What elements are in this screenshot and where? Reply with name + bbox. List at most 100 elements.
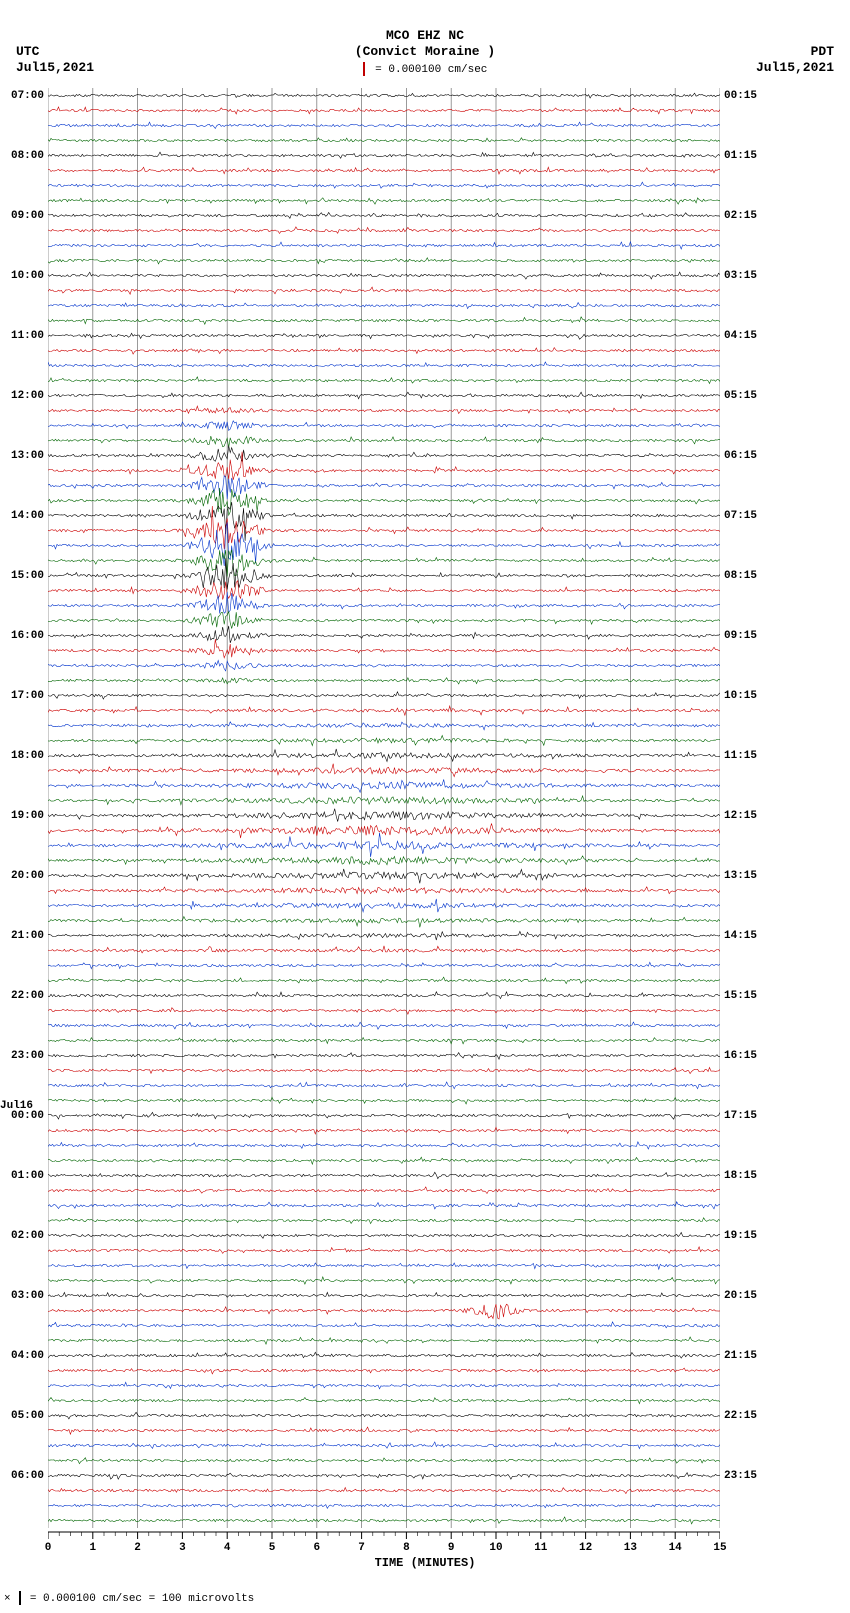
- pdt-hour-label: 15:15: [724, 990, 784, 1002]
- seismic-trace: [48, 639, 720, 658]
- scale-text: = 0.000100 cm/sec: [369, 64, 488, 76]
- utc-label: UTC: [16, 44, 94, 60]
- pdt-hour-label: 09:15: [724, 630, 784, 642]
- seismic-trace: [48, 227, 720, 234]
- utc-hour-label: 15:00: [0, 570, 44, 582]
- seismic-trace: [48, 1322, 720, 1328]
- seismic-trace: [48, 887, 720, 894]
- utc-hour-label: 11:00: [0, 330, 44, 342]
- seismic-trace: [48, 333, 720, 339]
- seismic-trace: [48, 303, 720, 309]
- seismic-trace: [48, 93, 720, 98]
- seismic-trace: [48, 678, 720, 684]
- seismic-trace: [48, 1247, 720, 1254]
- seismic-trace: [48, 1142, 720, 1149]
- x-tick-label: 5: [269, 1542, 276, 1554]
- seismic-trace: [48, 992, 720, 999]
- pdt-hour-label: 10:15: [724, 690, 784, 702]
- seismic-trace: [48, 977, 720, 983]
- x-tick-label: 7: [358, 1542, 365, 1554]
- seismic-trace: [48, 107, 720, 114]
- footer-bar-icon: [19, 1591, 21, 1605]
- seismic-trace: [48, 1232, 720, 1238]
- pdt-hour-label: 22:15: [724, 1410, 784, 1422]
- utc-hour-label: 16:00: [0, 630, 44, 642]
- utc-hour-label: 02:00: [0, 1230, 44, 1242]
- pdt-hour-label: 03:15: [724, 270, 784, 282]
- utc-date: Jul15,2021: [16, 60, 94, 76]
- seismic-trace: [48, 1022, 720, 1029]
- utc-hour-label: 06:00: [0, 1470, 44, 1482]
- pdt-hour-label: 18:15: [724, 1170, 784, 1182]
- seismic-trace: [48, 946, 720, 953]
- utc-hour-label: 17:00: [0, 690, 44, 702]
- seismic-trace: [48, 1382, 720, 1389]
- pdt-hour-label: 20:15: [724, 1290, 784, 1302]
- seismic-trace: [48, 833, 720, 857]
- seismic-trace: [48, 1412, 720, 1419]
- pdt-hour-label: 19:15: [724, 1230, 784, 1242]
- seismic-trace: [48, 392, 720, 399]
- seismic-trace: [48, 1517, 720, 1524]
- pdt-hour-label: 04:15: [724, 330, 784, 342]
- seismic-trace: [48, 660, 720, 671]
- seismic-trace: [48, 406, 720, 413]
- x-tick-label: 2: [134, 1542, 141, 1554]
- pdt-hour-label: 05:15: [724, 390, 784, 402]
- seismic-trace: [48, 1292, 720, 1297]
- utc-hour-label: 18:00: [0, 750, 44, 762]
- seismic-trace: [48, 272, 720, 279]
- scale-legend: = 0.000100 cm/sec: [0, 62, 850, 76]
- seismic-trace: [48, 1427, 720, 1434]
- seismic-trace: [48, 522, 720, 566]
- seismic-trace: [48, 377, 720, 384]
- pdt-header: PDT Jul15,2021: [756, 44, 834, 75]
- seismic-trace: [48, 198, 720, 204]
- seismic-trace: [48, 1038, 720, 1044]
- seismic-trace: [48, 348, 720, 355]
- x-tick-label: 10: [489, 1542, 502, 1554]
- seismic-trace: [48, 1082, 720, 1089]
- seismic-trace: [48, 917, 720, 928]
- pdt-hour-label: 13:15: [724, 870, 784, 882]
- utc-hour-label: 22:00: [0, 990, 44, 1002]
- utc-hour-label: 13:00: [0, 450, 44, 462]
- seismic-trace: [48, 362, 720, 367]
- seismic-trace: [48, 1008, 720, 1015]
- seismogram-container: MCO EHZ NC (Convict Moraine ) = 0.000100…: [0, 0, 850, 1613]
- x-tick-label: 4: [224, 1542, 231, 1554]
- seismic-trace: [48, 823, 720, 838]
- seismic-trace: [48, 1263, 720, 1269]
- footer-text-before: = 0.000100 cm/sec =: [23, 1593, 155, 1605]
- seismic-trace: [48, 446, 720, 462]
- utc-hour-label: 08:00: [0, 150, 44, 162]
- seismic-trace: [48, 592, 720, 614]
- x-tick-label: 12: [579, 1542, 592, 1554]
- seismic-trace: [48, 1218, 720, 1224]
- pdt-hour-label: 01:15: [724, 150, 784, 162]
- utc-hour-label: 01:00: [0, 1170, 44, 1182]
- pdt-hour-label: 16:15: [724, 1050, 784, 1062]
- seismic-trace: [48, 962, 720, 968]
- seismic-trace: [48, 550, 720, 577]
- helicorder-svg: [48, 88, 720, 1568]
- seismic-trace: [48, 1097, 720, 1104]
- x-tick-label: 13: [624, 1542, 637, 1554]
- utc-hour-label: 20:00: [0, 870, 44, 882]
- footer-scale: × = 0.000100 cm/sec = 100 microvolts: [4, 1591, 254, 1605]
- pdt-label: PDT: [756, 44, 834, 60]
- seismic-trace: [48, 1202, 720, 1209]
- pdt-hour-label: 23:15: [724, 1470, 784, 1482]
- pdt-hour-label: 21:15: [724, 1350, 784, 1362]
- utc-header: UTC Jul15,2021: [16, 44, 94, 75]
- seismic-trace: [48, 796, 720, 805]
- seismic-trace: [48, 421, 720, 431]
- seismic-trace: [48, 1352, 720, 1358]
- seismic-trace: [48, 152, 720, 158]
- seismic-trace: [48, 122, 720, 128]
- seismic-trace: [48, 182, 720, 188]
- seismic-trace: [48, 213, 720, 219]
- pdt-hour-label: 14:15: [724, 930, 784, 942]
- utc-hour-label: 19:00: [0, 810, 44, 822]
- x-tick-label: 14: [669, 1542, 682, 1554]
